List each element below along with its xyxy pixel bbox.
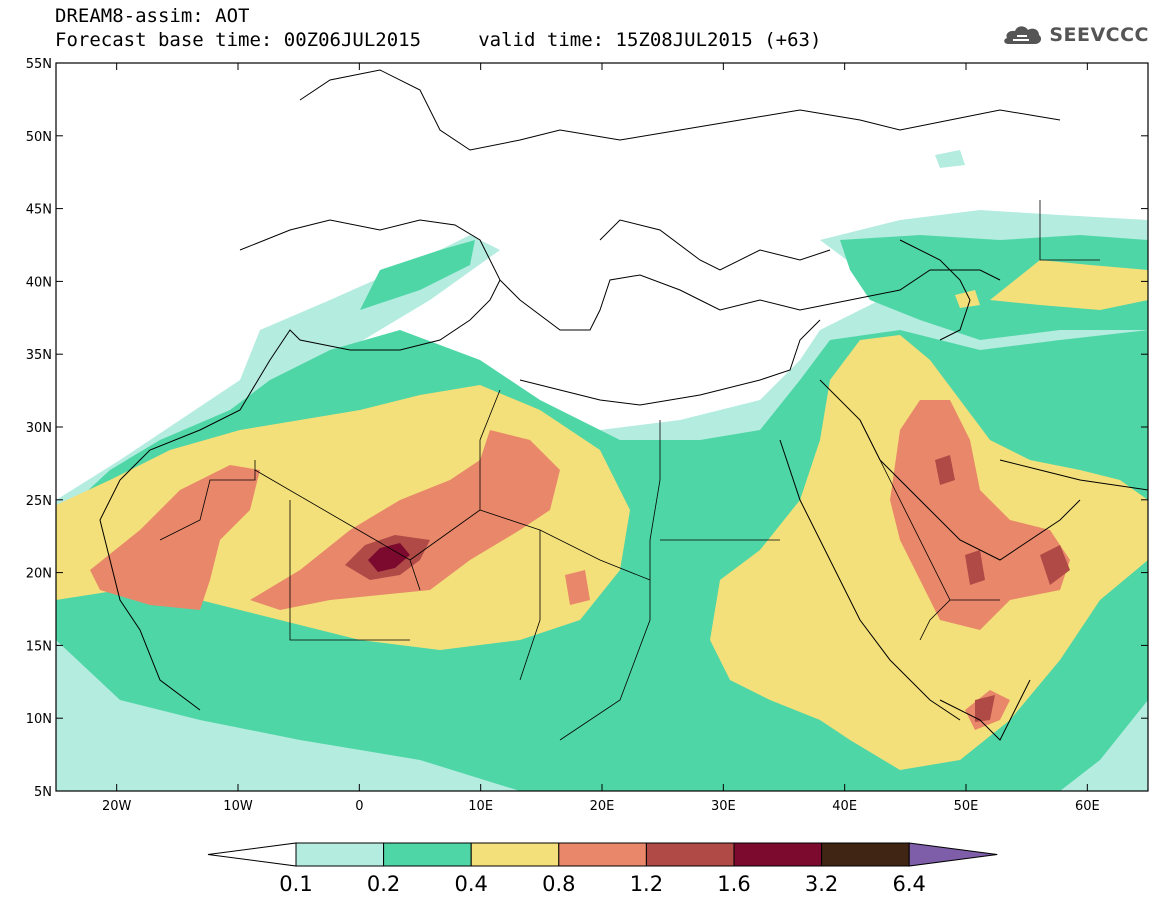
aot-level-1-6	[368, 543, 410, 572]
colorbar-label: 3.2	[805, 872, 838, 896]
colorbar-box	[383, 842, 472, 867]
colorbar-label: 0.1	[279, 872, 312, 896]
y-tick-label: 20N	[26, 567, 52, 582]
colorbar-label: 0.8	[542, 872, 575, 896]
colorbar-box	[295, 842, 385, 867]
colorbar-label: 0.2	[367, 872, 400, 896]
map-title: DREAM8-assim: AOT	[55, 5, 250, 27]
y-tick-label: 5N	[34, 785, 52, 800]
x-tick-label: 10W	[223, 799, 253, 814]
coastlines	[99, 69, 1148, 741]
y-tick-label: 40N	[26, 275, 52, 290]
y-tick-label: 35N	[26, 348, 52, 363]
colorbar-label: 1.6	[717, 872, 750, 896]
colorbar-label: 6.4	[892, 872, 925, 896]
x-tick-label: 60E	[1075, 799, 1100, 814]
x-tick-label: 20E	[590, 799, 615, 814]
colorbar-label: 1.2	[630, 872, 663, 896]
colorbar-under-triangle	[207, 842, 297, 867]
colorbar-over-triangle	[908, 842, 998, 867]
y-tick-label: 55N	[26, 57, 52, 72]
x-tick-label: 0	[355, 799, 363, 814]
y-tick-label: 25N	[26, 494, 52, 509]
y-tick-label: 15N	[26, 639, 52, 654]
seevccc-logo: SEEVCCC	[999, 22, 1149, 48]
y-tick-label: 10N	[26, 712, 52, 727]
colorbar: 0.1 0.2 0.4 0.8 1.2 1.6 3.2 6.4	[207, 842, 998, 896]
colorbar-box	[733, 842, 823, 867]
y-tick-label: 50N	[26, 130, 52, 145]
cloud-icon	[1004, 26, 1042, 44]
aot-field	[56, 150, 1148, 791]
colorbar-label: 0.4	[454, 872, 487, 896]
x-tick-label: 40E	[832, 799, 857, 814]
aot-level-0-8	[90, 400, 1070, 730]
x-axis-ticks: 20W 10W 0 10E 20E 30E 40E 50E 60E	[102, 63, 1100, 814]
colorbar-box	[558, 842, 647, 867]
country-borders	[159, 200, 1100, 741]
y-tick-label: 30N	[26, 421, 52, 436]
colorbar-box	[821, 842, 910, 867]
colorbar-box	[470, 842, 560, 867]
y-axis-ticks: 5N 10N 15N 20N 25N 30N 35N 40N 45N 50N 55N	[26, 57, 1148, 800]
map-subtitle: Forecast base time: 00Z06JUL2015 valid t…	[55, 29, 822, 51]
x-tick-label: 50E	[954, 799, 979, 814]
x-tick-label: 20W	[102, 799, 132, 814]
x-tick-label: 10E	[468, 799, 493, 814]
logo-text: SEEVCCC	[1049, 24, 1149, 46]
y-tick-label: 45N	[26, 203, 52, 218]
colorbar-box	[645, 842, 735, 867]
x-tick-label: 30E	[711, 799, 736, 814]
